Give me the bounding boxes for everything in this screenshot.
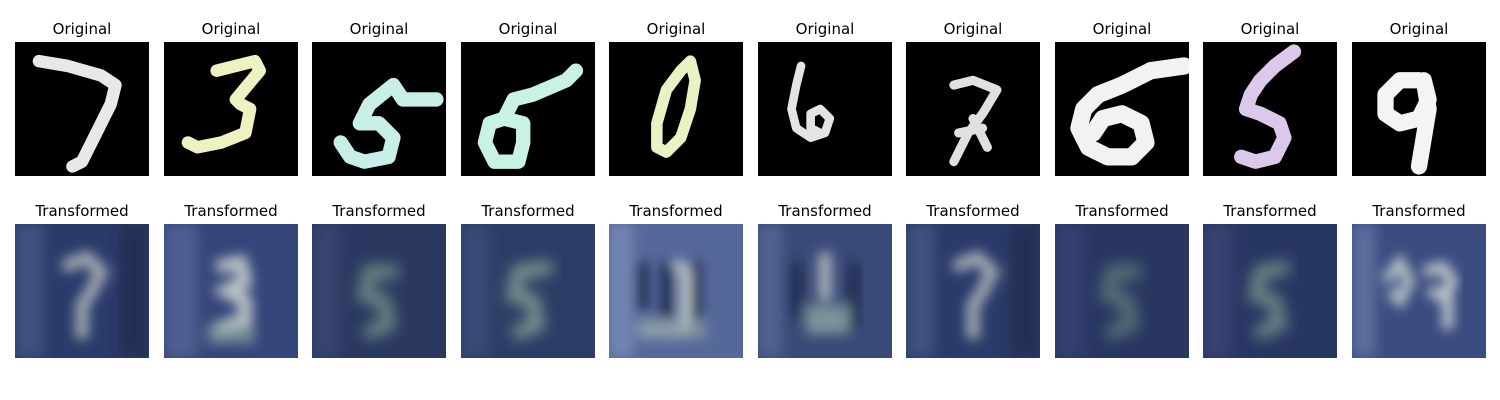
generated-image <box>312 224 446 358</box>
panel-title: Original <box>1240 20 1300 38</box>
digit-image <box>1055 42 1189 176</box>
panel-title: Transformed <box>35 202 129 220</box>
panel-title: Transformed <box>184 202 278 220</box>
panel-title: Transformed <box>629 202 723 220</box>
panel-title: Transformed <box>926 202 1020 220</box>
generated-image <box>164 224 298 358</box>
generated-image <box>1055 224 1189 358</box>
generated-image <box>461 224 595 358</box>
digit-image <box>312 42 446 176</box>
digit-image <box>758 42 892 176</box>
digit-image <box>1203 42 1337 176</box>
generated-image <box>609 224 743 358</box>
generated-image <box>1352 224 1486 358</box>
panel-title: Original <box>52 20 112 38</box>
digit-image <box>461 42 595 176</box>
panel-title: Transformed <box>481 202 575 220</box>
panel-title: Original <box>1389 20 1449 38</box>
digit-image <box>1352 42 1486 176</box>
digit-image <box>15 42 149 176</box>
generated-image <box>758 224 892 358</box>
generated-image <box>15 224 149 358</box>
panel-title: Transformed <box>332 202 426 220</box>
panel-title: Original <box>795 20 855 38</box>
panel-title: Original <box>943 20 1003 38</box>
panel-title: Transformed <box>1075 202 1169 220</box>
digit-image <box>609 42 743 176</box>
generated-image <box>1203 224 1337 358</box>
panel-title: Transformed <box>1223 202 1317 220</box>
panel-title: Original <box>1092 20 1152 38</box>
panel-title: Transformed <box>778 202 872 220</box>
panel-title: Original <box>498 20 558 38</box>
generated-image <box>906 224 1040 358</box>
digit-image <box>164 42 298 176</box>
digit-image <box>906 42 1040 176</box>
panel-title: Original <box>349 20 409 38</box>
panel-title: Transformed <box>1372 202 1466 220</box>
panel-title: Original <box>646 20 706 38</box>
panel-title: Original <box>201 20 261 38</box>
